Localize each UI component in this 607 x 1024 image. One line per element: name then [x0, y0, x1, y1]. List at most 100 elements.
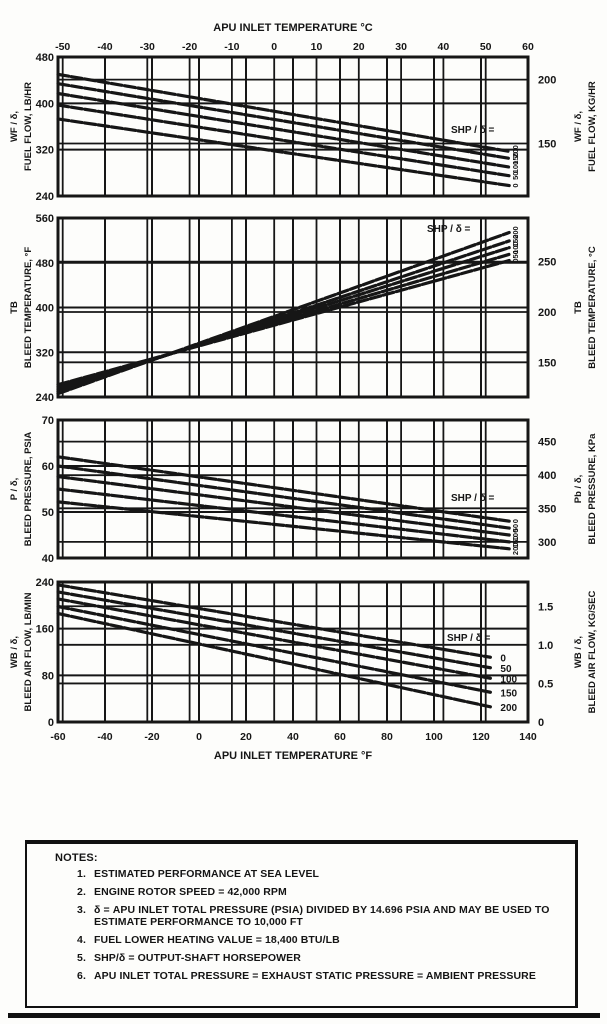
top-tick-label: 40 [438, 41, 450, 53]
left-tick-label: 40 [42, 553, 54, 565]
series-shp-0 [56, 258, 511, 387]
left-tick-label: 0 [48, 717, 54, 729]
left-tick-label: 480 [36, 258, 54, 270]
series-end-label: 50 [511, 172, 520, 180]
notes-box: NOTES: 1. ESTIMATED PERFORMANCE AT SEA LE… [25, 840, 578, 1008]
note-item-1: 1. ESTIMATED PERFORMANCE AT SEA LEVEL [77, 868, 557, 880]
series-end-label: 100 [511, 529, 520, 542]
right-axis-title: BLEED PRESSURE, KPa [587, 433, 598, 545]
note-number: 2. [77, 886, 86, 898]
right-axis-title: BLEED TEMPERATURE, °C [587, 246, 598, 369]
series-shp-150 [56, 487, 511, 544]
top-tick-label: -20 [182, 41, 197, 53]
series-shp-0 [56, 455, 511, 523]
series-end-label: 200 [511, 145, 520, 158]
right-tick-label: 1.0 [538, 640, 553, 652]
right-axis-title: BLEED AIR FLOW, KG/SEC [587, 591, 598, 714]
left-axis-title: WB / δ, [9, 636, 20, 668]
note-item-5: 5. SHP/δ = OUTPUT-SHAFT HORSEPOWER [77, 952, 557, 964]
right-tick-label: 200 [538, 307, 556, 319]
note-text: δ = APU INLET TOTAL PRESSURE (PSIA) DIVI… [94, 904, 550, 928]
bottom-tick-label: 100 [425, 731, 443, 743]
notes-list: 1. ESTIMATED PERFORMANCE AT SEA LEVEL 2. EN… [55, 868, 557, 982]
left-axis-title: BLEED AIR FLOW, LB/MIN [23, 592, 34, 711]
bottom-tick-label: -40 [97, 731, 112, 743]
right-tick-label: 150 [538, 138, 556, 150]
series-shp-50 [56, 103, 511, 178]
note-text: ESTIMATED PERFORMANCE AT SEA LEVEL [94, 868, 320, 880]
left-axis-title: P / δ, [9, 478, 20, 500]
series-shp-100 [56, 597, 492, 680]
note-item-6: 6. APU INLET TOTAL PRESSURE = EXHAUST STA… [77, 970, 557, 982]
bottom-rule [8, 1013, 600, 1018]
note-item-4: 4. FUEL LOWER HEATING VALUE = 18,400 BTU/… [77, 934, 557, 946]
note-number: 6. [77, 970, 86, 982]
right-tick-label: 0 [538, 717, 544, 729]
left-tick-label: 240 [36, 191, 54, 203]
series-shp-150 [56, 604, 492, 694]
top-tick-label: 10 [311, 41, 323, 53]
left-tick-label: 160 [36, 624, 54, 636]
series-end-label: 150 [511, 152, 520, 165]
note-number: 5. [77, 952, 86, 964]
note-number: 3. [77, 904, 86, 916]
right-tick-label: 250 [538, 257, 556, 269]
shp-legend-label: SHP / δ = [427, 224, 471, 235]
right-axis-title: FUEL FLOW, KG/HR [587, 81, 598, 172]
bottom-tick-label: 0 [196, 731, 202, 743]
top-tick-label: -50 [55, 41, 70, 53]
series-shp-0 [56, 583, 492, 659]
series-end-label: 150 [511, 536, 520, 549]
bottom-tick-label: -20 [144, 731, 159, 743]
plot-border [56, 580, 530, 724]
top-tick-label: -40 [97, 41, 112, 53]
right-axis-title: WB / δ, [573, 636, 584, 668]
left-tick-label: 50 [42, 507, 54, 519]
left-tick-label: 320 [36, 347, 54, 359]
series-end-label: 0 [500, 653, 506, 664]
top-tick-label: 0 [271, 41, 277, 53]
right-axis-title: TB [573, 301, 584, 314]
note-item-3: 3. δ = APU INLET TOTAL PRESSURE (PSIA) DI… [77, 904, 557, 928]
series-end-label: 200 [511, 226, 520, 239]
top-tick-label: 20 [353, 41, 365, 53]
series-shp-100 [56, 474, 511, 537]
bottom-tick-label: 20 [240, 731, 252, 743]
right-tick-label: 350 [538, 503, 556, 515]
series-shp-200 [56, 611, 492, 709]
right-tick-label: 0.5 [538, 678, 553, 690]
series-end-label: 0 [511, 258, 520, 262]
left-axis-title: BLEED TEMPERATURE, °F [23, 247, 34, 369]
left-tick-label: 400 [36, 303, 54, 315]
series-end-label: 200 [511, 543, 520, 556]
series-end-label: 50 [511, 524, 520, 532]
series-end-label: 100 [500, 674, 517, 685]
series-end-label: 150 [500, 688, 517, 699]
series-end-label: 0 [511, 183, 520, 187]
series-shp-200 [56, 72, 511, 154]
series-shp-150 [56, 82, 511, 160]
series-end-label: 0 [511, 519, 520, 523]
series-end-label: 150 [511, 235, 520, 248]
note-text: FUEL LOWER HEATING VALUE = 18,400 BTU/LB [94, 934, 340, 946]
left-tick-label: 560 [36, 213, 54, 225]
shp-legend-label: SHP / δ = [451, 125, 495, 136]
series-end-label: 200 [500, 703, 517, 714]
bottom-tick-label: 40 [287, 731, 299, 743]
right-tick-label: 400 [538, 470, 556, 482]
right-axis-title: Pb / δ, [573, 475, 584, 503]
left-tick-label: 240 [36, 392, 54, 404]
bottom-tick-label: 60 [334, 731, 346, 743]
plot-border [56, 55, 530, 198]
left-tick-label: 320 [36, 145, 54, 157]
series-end-label: 50 [500, 664, 512, 675]
shp-legend-label: SHP / δ = [451, 493, 495, 504]
left-axis-title: BLEED PRESSURE, PSIA [23, 432, 34, 547]
bottom-tick-label: 140 [519, 731, 537, 743]
left-axis-title: FUEL FLOW, LB/HR [23, 82, 34, 171]
